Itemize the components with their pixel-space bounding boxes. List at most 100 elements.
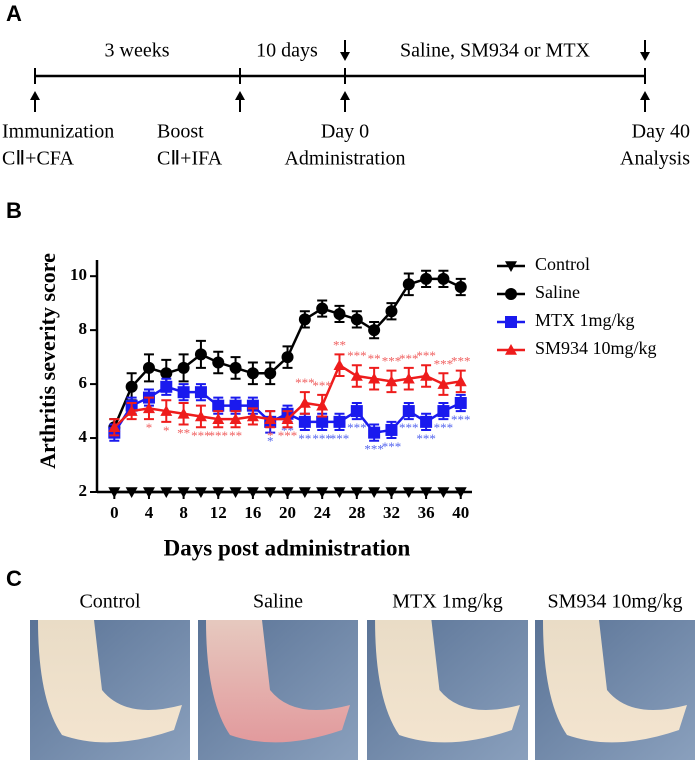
significance-label: *** — [434, 420, 454, 435]
data-point — [229, 487, 242, 498]
photo-label: MTX 1mg/kg — [392, 591, 503, 613]
legend-marker — [505, 288, 517, 300]
data-point — [316, 399, 329, 411]
x-tick-label: 32 — [383, 503, 400, 522]
data-point — [437, 378, 450, 389]
data-point — [402, 278, 415, 291]
significance-label: *** — [382, 439, 402, 454]
data-point — [402, 487, 415, 498]
paw — [375, 620, 520, 743]
data-point — [142, 487, 155, 498]
event-label: Day 40 — [632, 121, 690, 143]
significance-label: *** — [278, 428, 298, 443]
period-label: 10 days — [256, 40, 318, 62]
legend-marker — [505, 261, 517, 272]
photo-label: Saline — [253, 591, 303, 613]
data-point — [385, 305, 398, 318]
data-point — [298, 313, 311, 326]
significance-label: *** — [434, 356, 454, 371]
paw — [543, 620, 687, 743]
data-point — [333, 307, 346, 320]
y-tick-label: 6 — [79, 373, 88, 392]
data-point — [212, 399, 225, 412]
data-point — [454, 280, 467, 293]
data-point — [350, 487, 363, 498]
panel-label: A — [6, 1, 22, 26]
significance-label: * — [163, 423, 170, 438]
legend-label: Control — [535, 254, 590, 274]
paw — [206, 620, 350, 743]
data-point — [264, 413, 277, 424]
data-point — [437, 487, 450, 498]
data-point — [402, 372, 415, 384]
photo-label: SM934 10mg/kg — [547, 591, 682, 613]
data-point — [350, 370, 363, 381]
significance-label: ** — [298, 431, 311, 446]
data-point — [160, 380, 173, 393]
y-tick-label: 4 — [79, 427, 88, 446]
legend-marker — [505, 316, 517, 328]
x-tick-label: 40 — [452, 503, 469, 522]
data-point — [108, 487, 121, 498]
data-point — [454, 375, 467, 387]
data-point — [108, 421, 121, 433]
y-tick-label: 10 — [70, 265, 87, 284]
panel-label: C — [6, 566, 22, 591]
significance-label: *** — [330, 431, 350, 446]
data-point — [212, 413, 225, 424]
data-point — [125, 380, 138, 393]
data-point — [264, 487, 277, 498]
data-point — [194, 410, 207, 422]
data-point — [160, 405, 173, 416]
data-point — [125, 487, 138, 498]
data-point — [316, 415, 329, 428]
significance-label: *** — [295, 375, 315, 390]
event-label: Administration — [284, 148, 405, 170]
data-point — [368, 372, 381, 384]
event-label: Day 0 — [321, 121, 369, 143]
data-point — [385, 423, 398, 436]
x-tick-label: 4 — [145, 503, 154, 522]
data-point — [402, 405, 415, 418]
data-point — [316, 302, 329, 315]
data-point — [316, 487, 329, 498]
data-point — [454, 487, 467, 498]
significance-label: * — [267, 434, 274, 449]
significance-label: *** — [382, 354, 402, 369]
x-tick-label: 20 — [279, 503, 296, 522]
period-label: Saline, SM934 or MTX — [400, 40, 591, 62]
event-label: Boost — [157, 121, 204, 143]
legend-label: Saline — [535, 282, 580, 302]
data-point — [298, 415, 311, 428]
event-label: Analysis — [620, 148, 690, 170]
timeline: 3 weeks 10 days Saline, SM934 or MTX Immuni… — [2, 40, 690, 170]
period-label: 3 weeks — [105, 40, 170, 62]
data-point — [246, 367, 259, 380]
photos: Control Saline MTX 1mg/kg SM934 10mg/kg — [30, 591, 695, 760]
data-point — [142, 402, 155, 414]
data-point — [142, 361, 155, 374]
data-point — [246, 410, 259, 422]
significance-label: ** — [177, 426, 190, 441]
data-point — [160, 367, 173, 380]
legend-label: SM934 10mg/kg — [535, 338, 657, 358]
y-tick-label: 8 — [79, 319, 88, 338]
significance-label: * — [267, 428, 274, 443]
data-point — [246, 487, 259, 498]
data-point — [333, 487, 346, 498]
significance-label: ** — [333, 337, 346, 352]
x-tick-label: 16 — [244, 503, 261, 522]
data-point — [212, 487, 225, 498]
data-point — [298, 487, 311, 498]
significance-label: *** — [399, 420, 419, 435]
significance-label: *** — [208, 428, 228, 443]
x-tick-label: 28 — [348, 503, 365, 522]
data-point — [333, 415, 346, 428]
significance-label: *** — [312, 431, 332, 446]
data-point — [420, 370, 433, 381]
legend-label: MTX 1mg/kg — [535, 310, 635, 330]
data-point — [333, 359, 346, 371]
data-point — [437, 405, 450, 418]
